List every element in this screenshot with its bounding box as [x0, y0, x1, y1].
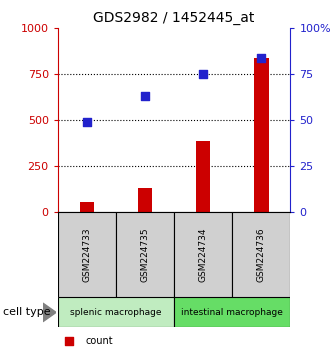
Text: GSM224736: GSM224736: [257, 228, 266, 282]
Point: [201, 72, 206, 77]
Text: count: count: [86, 336, 113, 346]
Bar: [174, 297, 290, 327]
Text: cell type: cell type: [3, 307, 51, 318]
Point: [259, 55, 264, 61]
Title: GDS2982 / 1452445_at: GDS2982 / 1452445_at: [93, 11, 255, 24]
Text: GSM224733: GSM224733: [82, 228, 91, 282]
Bar: [116, 212, 174, 297]
Point: [84, 119, 89, 125]
Text: GSM224735: GSM224735: [141, 228, 149, 282]
Point: [67, 338, 72, 343]
Polygon shape: [43, 303, 56, 322]
Bar: [80, 202, 94, 212]
Bar: [174, 212, 232, 297]
Point: [142, 93, 148, 99]
Bar: [58, 212, 116, 297]
Text: GSM224734: GSM224734: [199, 228, 208, 282]
Bar: [58, 297, 174, 327]
Text: intestinal macrophage: intestinal macrophage: [181, 308, 283, 317]
Bar: [138, 188, 152, 212]
Bar: [196, 141, 211, 212]
Bar: [232, 212, 290, 297]
Text: splenic macrophage: splenic macrophage: [70, 308, 162, 317]
Bar: [254, 58, 269, 212]
